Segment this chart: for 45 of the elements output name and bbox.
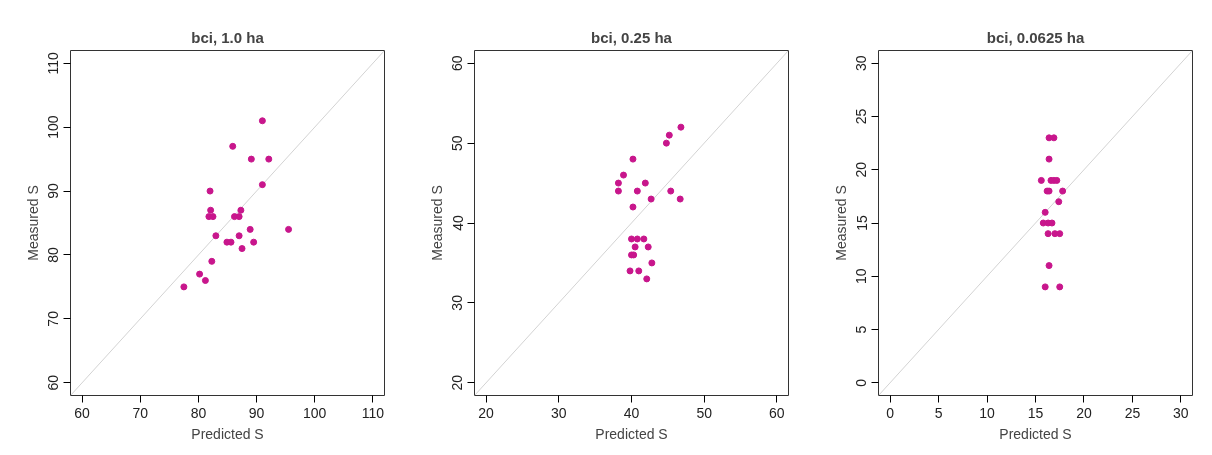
x-tick-label: 110 (361, 404, 385, 421)
x-tick-label: 5 (934, 404, 943, 421)
x-axis-title: Predicted S (191, 425, 264, 442)
y-tick-label: 50 (449, 135, 466, 151)
y-axis-title: Measured S (428, 185, 445, 261)
x-tick-label: 20 (1076, 404, 1092, 421)
x-tick-label: 50 (696, 404, 713, 421)
x-tick-label: 30 (1173, 404, 1189, 421)
y-tick-label: 40 (449, 215, 466, 231)
y-tick-label: 60 (45, 374, 62, 391)
y-tick-label: 30 (853, 55, 870, 72)
x-axis-title: Predicted S (999, 425, 1072, 442)
x-tick-label: 0 (886, 404, 895, 421)
y-tick-label: 0 (853, 378, 870, 387)
y-axis-title: Measured S (24, 185, 41, 261)
x-tick-label: 30 (551, 404, 567, 421)
x-tick-label: 70 (132, 404, 149, 421)
y-tick-label: 110 (45, 51, 62, 75)
x-tick-label: 60 (74, 404, 91, 421)
x-axis-title: Predicted S (595, 425, 668, 442)
y-tick-label: 15 (853, 215, 870, 231)
x-tick-label: 10 (979, 404, 996, 421)
chart-title: bci, 0.25 ha (591, 28, 673, 46)
x-tick-label: 25 (1124, 404, 1141, 421)
x-tick-label: 15 (1027, 404, 1044, 421)
x-tick-label: 90 (248, 404, 265, 421)
y-tick-label: 5 (853, 325, 870, 334)
y-tick-label: 10 (853, 268, 870, 285)
x-tick-label: 80 (190, 404, 207, 421)
y-tick-label: 20 (449, 374, 466, 391)
y-tick-label: 100 (45, 115, 62, 139)
y-tick-label: 60 (449, 55, 466, 72)
x-tick-label: 60 (769, 404, 785, 421)
y-tick-label: 25 (853, 108, 870, 125)
y-axis-title: Measured S (832, 185, 849, 261)
chart-title: bci, 0.0625 ha (986, 28, 1085, 46)
y-tick-label: 20 (853, 161, 870, 178)
x-tick-label: 100 (303, 404, 327, 421)
x-tick-label: 40 (623, 404, 640, 421)
x-tick-label: 20 (478, 404, 495, 421)
y-tick-label: 90 (45, 183, 62, 199)
y-tick-label: 70 (45, 310, 62, 327)
y-tick-label: 80 (45, 246, 62, 263)
chart-title: bci, 1.0 ha (191, 28, 265, 46)
y-tick-label: 30 (449, 294, 466, 311)
